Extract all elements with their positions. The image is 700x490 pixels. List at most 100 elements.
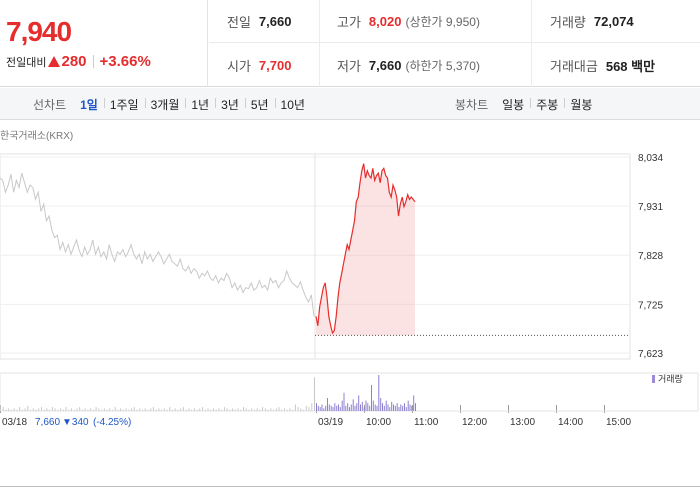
tab-3year[interactable]: 3년: [215, 96, 245, 113]
volume-bar: [321, 404, 323, 411]
volume-bar: [405, 407, 407, 411]
tab-monthly[interactable]: 월봉: [564, 96, 598, 113]
volume-bar: [163, 408, 165, 411]
volume-bar: [193, 408, 195, 411]
series-03-19-area: [316, 163, 415, 336]
volume-bar: [256, 408, 258, 411]
stat-prev-close-value: 7,660: [258, 14, 292, 29]
volume-bar: [394, 405, 396, 411]
y-tick-label: 7,623: [638, 349, 663, 360]
volume-bar: [204, 409, 206, 411]
volume-bar: [106, 409, 108, 411]
volume-bar: [174, 408, 176, 411]
stat-trade-value-value: 568 백만: [605, 59, 656, 74]
volume-bar: [196, 409, 198, 411]
volume-bar: [144, 408, 146, 411]
x-tick-label: 12:00: [462, 417, 487, 428]
stats-row-2: 시가 7,700 저가 7,660 (하한가 5,370) 거래대금 568 백…: [209, 44, 700, 87]
volume-bar: [68, 409, 70, 411]
volume-bar: [409, 404, 411, 411]
volume-bar: [136, 409, 138, 411]
stat-high: 고가 8,020 (상한가 9,950): [337, 0, 480, 43]
volume-bar: [356, 403, 358, 411]
x-tick-label: 03/19: [318, 417, 343, 428]
volume-bar: [237, 408, 239, 411]
volume-bar: [182, 407, 184, 411]
volume-bar: [114, 407, 116, 411]
prev-day-change: ▼340: [62, 417, 89, 428]
volume-bar: [278, 407, 280, 411]
stat-low-sub: (하한가 5,370): [405, 59, 480, 73]
volume-bar: [166, 409, 168, 411]
volume-bar: [81, 409, 83, 411]
volume-bar: [122, 409, 124, 411]
volume-bar: [311, 403, 313, 411]
volume-bar: [180, 408, 182, 411]
tab-daily[interactable]: 일봉: [502, 97, 525, 112]
volume-bar: [2, 407, 4, 411]
volume-bar: [51, 407, 53, 411]
stat-volume: 거래량 72,074: [550, 0, 634, 43]
volume-bar: [215, 409, 217, 411]
volume-bar: [262, 407, 264, 411]
tab-1day[interactable]: 1일: [80, 97, 98, 112]
volume-bar: [232, 408, 234, 411]
tab-1year[interactable]: 1년: [185, 96, 215, 113]
stat-low-label: 저가: [337, 59, 361, 74]
y-tick-labels: 8,034 7,931 7,828 7,725 7,623: [638, 153, 663, 360]
volume-bar: [387, 404, 389, 411]
volume-bar: [111, 409, 113, 411]
prev-day-percent: (-4.25%): [93, 417, 131, 428]
volume-bar: [253, 409, 255, 411]
volume-bar: [393, 404, 394, 411]
volume-bar: [319, 407, 321, 411]
volume-bar: [49, 409, 51, 411]
volume-bar: [24, 408, 26, 411]
x-tick-label: 10:00: [366, 417, 391, 428]
volume-bar: [343, 392, 345, 411]
volume-bar: [19, 407, 21, 411]
volume-bar: [378, 375, 380, 411]
volume-bar: [415, 403, 416, 411]
price-chart: 한국거래소(KRX) 8,034 7,931 7,828 7,725 7,623 거래량…: [0, 130, 699, 428]
stats-divider-1: [319, 0, 320, 87]
tab-10year[interactable]: 10년: [274, 96, 311, 113]
volume-bar: [221, 409, 223, 411]
tab-weekly[interactable]: 주봉: [530, 96, 564, 113]
volume-bar: [161, 409, 163, 411]
volume-bar: [142, 409, 143, 411]
stat-high-sub: (상한가 9,950): [405, 15, 480, 29]
volume-bar: [188, 408, 190, 411]
volume-bar: [407, 400, 409, 411]
volume-bar: [349, 407, 350, 411]
volume-bar: [327, 398, 328, 411]
tab-5year[interactable]: 5년: [244, 96, 275, 113]
volume-bar: [128, 409, 130, 411]
volume-bar: [358, 395, 360, 411]
price-box: 7,940 전일대비 280 +3.66%: [0, 0, 208, 87]
volume-bar: [350, 404, 352, 411]
stats-panel: 전일 7,660 고가 8,020 (상한가 9,950) 거래량 72,074…: [209, 0, 700, 87]
x-tick-label: 15:00: [606, 417, 631, 428]
volume-bar: [84, 408, 86, 411]
volume-bar: [352, 399, 354, 411]
stat-prev-close-label: 전일: [227, 15, 251, 30]
volume-bar: [65, 407, 67, 411]
volume-bar: [87, 409, 89, 411]
volume-bar: [8, 408, 10, 411]
y-tick-label: 7,828: [638, 251, 663, 262]
volume-bar: [223, 407, 225, 411]
stat-volume-label: 거래량: [550, 15, 586, 30]
volume-bar: [305, 405, 307, 411]
volume-bar: [202, 407, 204, 411]
volume-bar: [385, 400, 387, 411]
volume-bar: [243, 407, 244, 411]
volume-bar: [21, 409, 23, 411]
volume-bar: [169, 407, 171, 411]
volume-bar: [339, 407, 341, 411]
tab-1week[interactable]: 1주일: [103, 96, 145, 113]
tab-3month[interactable]: 3개월: [144, 96, 186, 113]
volume-bar: [79, 407, 81, 411]
volume-bar: [10, 409, 12, 411]
stat-high-value: 8,020: [368, 14, 402, 29]
